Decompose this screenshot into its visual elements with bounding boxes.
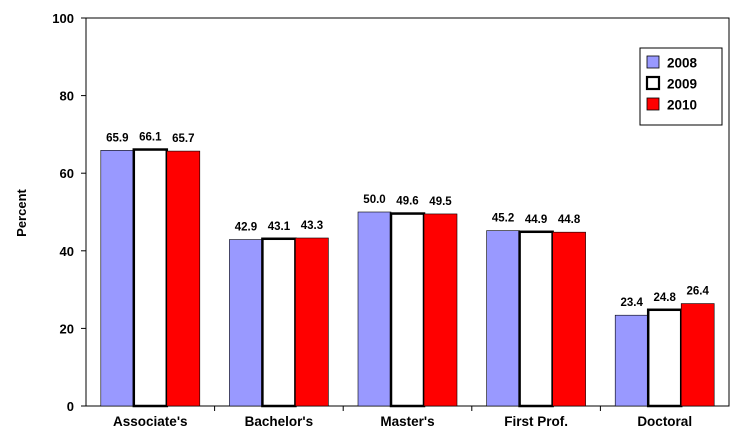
bar xyxy=(614,314,649,407)
y-tick-label: 80 xyxy=(60,89,74,104)
bar xyxy=(518,230,554,408)
data-label: 44.8 xyxy=(558,214,581,226)
x-tick-label: Master's xyxy=(380,414,434,429)
x-tick-label: First Prof. xyxy=(504,414,568,429)
data-label: 65.9 xyxy=(106,132,128,144)
bar xyxy=(166,150,201,407)
legend-swatch xyxy=(646,97,660,111)
bar xyxy=(486,230,520,407)
data-label: 49.5 xyxy=(429,196,452,208)
bar xyxy=(261,237,297,408)
y-tick-label: 0 xyxy=(67,399,74,414)
data-label: 43.1 xyxy=(268,221,291,233)
x-tick-label: Associate's xyxy=(113,414,188,429)
data-label: 42.9 xyxy=(235,222,257,234)
data-label: 45.2 xyxy=(492,213,514,225)
bar xyxy=(552,231,586,407)
x-tick-label: Bachelor's xyxy=(245,414,314,429)
x-tick-label: Doctoral xyxy=(637,414,692,429)
bar xyxy=(357,211,392,407)
data-label: 49.6 xyxy=(396,196,418,208)
y-tick-label: 100 xyxy=(52,11,74,26)
data-label: 23.4 xyxy=(621,297,644,309)
bar xyxy=(680,303,715,407)
legend-label: 2008 xyxy=(667,56,698,71)
legend-swatch xyxy=(645,75,661,91)
legend-swatch xyxy=(646,55,660,69)
bar xyxy=(229,239,263,407)
data-label: 43.3 xyxy=(301,220,323,232)
legend-label: 2010 xyxy=(667,98,697,113)
y-tick-label: 40 xyxy=(60,244,74,259)
legend: 2008 2009 2010 xyxy=(639,47,723,126)
data-label: 24.8 xyxy=(654,292,677,304)
y-axis-label: Percent xyxy=(14,188,29,236)
data-label: 44.9 xyxy=(525,214,547,226)
data-label: 50.0 xyxy=(363,194,385,206)
y-tick-label: 60 xyxy=(60,166,74,181)
y-tick-label: 20 xyxy=(60,321,74,336)
bar xyxy=(389,212,426,408)
data-label: 66.1 xyxy=(139,132,162,144)
data-label: 65.7 xyxy=(172,133,194,145)
bar xyxy=(295,237,329,407)
bar xyxy=(423,213,458,407)
legend-label: 2009 xyxy=(667,77,697,92)
bar xyxy=(132,148,169,408)
bar xyxy=(100,150,135,407)
bar xyxy=(646,308,683,408)
value-labels: 65.9 66.1 65.7 42.9 43.1 43.3 50.0 49.6 49.5 45.2… xyxy=(106,132,709,310)
bars xyxy=(100,148,715,408)
data-label: 26.4 xyxy=(687,286,710,298)
